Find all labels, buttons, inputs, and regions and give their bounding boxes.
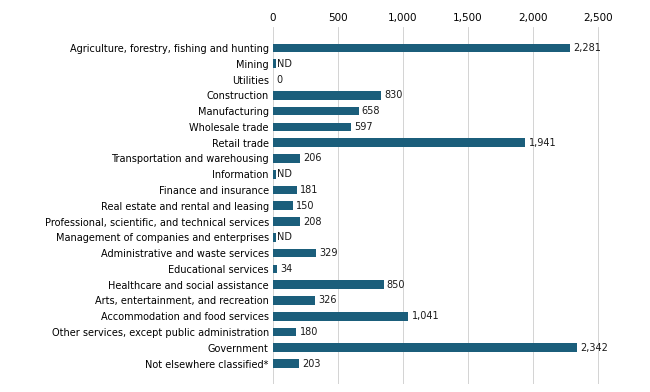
Bar — [273, 359, 300, 368]
Text: 208: 208 — [304, 217, 322, 227]
Bar — [273, 249, 316, 258]
Bar — [273, 233, 276, 242]
Text: ND: ND — [277, 232, 292, 242]
Bar — [273, 170, 276, 179]
Text: 2,281: 2,281 — [573, 43, 601, 53]
Bar — [273, 138, 525, 147]
Text: 1,041: 1,041 — [411, 311, 439, 321]
Bar — [273, 280, 384, 289]
Bar — [273, 154, 300, 163]
Text: 326: 326 — [318, 296, 337, 305]
Text: 180: 180 — [300, 327, 318, 337]
Text: 203: 203 — [303, 359, 321, 368]
Bar — [273, 343, 577, 352]
Text: 2,342: 2,342 — [580, 343, 608, 353]
Text: 658: 658 — [362, 106, 380, 116]
Bar — [273, 312, 408, 321]
Text: 1,941: 1,941 — [528, 138, 556, 148]
Text: 830: 830 — [384, 90, 402, 100]
Bar — [273, 296, 315, 305]
Bar — [273, 328, 296, 336]
Bar — [273, 186, 296, 194]
Text: 597: 597 — [354, 122, 372, 132]
Text: 34: 34 — [281, 264, 293, 274]
Bar — [273, 60, 276, 68]
Text: 181: 181 — [300, 185, 318, 195]
Text: 850: 850 — [387, 280, 405, 290]
Text: 0: 0 — [277, 74, 283, 85]
Text: ND: ND — [277, 169, 292, 179]
Bar — [273, 44, 569, 53]
Bar — [273, 91, 381, 100]
Text: 150: 150 — [296, 201, 314, 211]
Text: 329: 329 — [319, 248, 337, 258]
Bar — [273, 217, 300, 226]
Bar — [273, 201, 292, 210]
Text: 206: 206 — [303, 153, 322, 163]
Bar — [273, 265, 278, 273]
Text: ND: ND — [277, 59, 292, 69]
Bar — [273, 107, 359, 116]
Bar — [273, 123, 350, 131]
